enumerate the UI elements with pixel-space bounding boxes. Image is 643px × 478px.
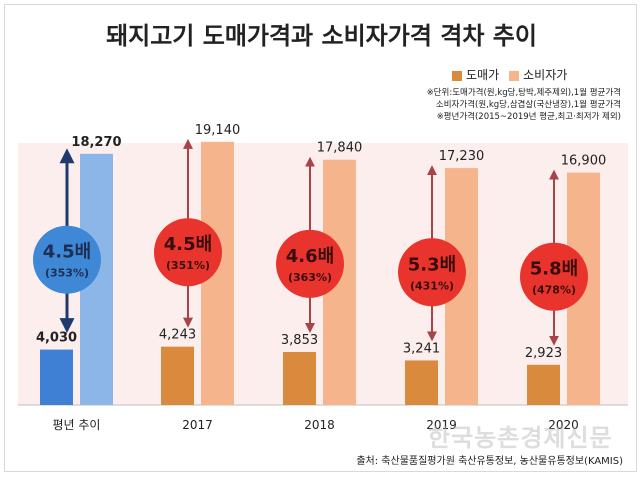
ratio-percent-label: (363%) bbox=[288, 271, 332, 284]
data-label-wholesale: 3,241 bbox=[403, 341, 440, 356]
bar-wholesale bbox=[40, 349, 73, 405]
legend-label-consumer: 소비자가 bbox=[523, 68, 568, 82]
note-line: 소비자가격(원,kg당,삼겹살(국산냉장),1월 평균가격 bbox=[435, 100, 621, 110]
legend-swatch-wholesale bbox=[452, 70, 462, 81]
ratio-times-label: 4.5배 bbox=[43, 242, 91, 263]
data-label-consumer: 17,840 bbox=[317, 141, 363, 156]
legend-swatch-consumer bbox=[509, 70, 520, 81]
ratio-percent-label: (478%) bbox=[532, 284, 576, 297]
ratio-circle bbox=[276, 229, 344, 298]
data-label-consumer: 17,230 bbox=[439, 149, 485, 164]
data-label-consumer: 16,900 bbox=[561, 154, 607, 169]
ratio-circle bbox=[154, 218, 222, 287]
ratio-percent-label: (353%) bbox=[45, 267, 89, 280]
legend-item-consumer: 소비자가 bbox=[509, 66, 567, 83]
watermark: 한국농촌경제신문 bbox=[428, 424, 613, 452]
data-label-wholesale: 3,853 bbox=[281, 333, 318, 348]
chart-legend: 도매가 소비자가 bbox=[452, 66, 567, 83]
data-label-consumer: 18,270 bbox=[71, 135, 121, 150]
legend-item-wholesale: 도매가 bbox=[452, 66, 499, 83]
ratio-percent-label: (431%) bbox=[410, 279, 454, 292]
x-tick-label: 2018 bbox=[304, 418, 335, 432]
data-label-consumer: 19,140 bbox=[195, 123, 241, 138]
ratio-times-label: 5.8배 bbox=[530, 259, 578, 280]
note-line: ※평년가격(2015~2019년 평균,최고·최저가 제외) bbox=[436, 112, 621, 122]
bar-wholesale bbox=[161, 346, 194, 405]
ratio-times-label: 5.3배 bbox=[408, 254, 456, 275]
ratio-times-label: 4.5배 bbox=[164, 234, 212, 255]
legend-label-wholesale: 도매가 bbox=[466, 68, 500, 82]
x-tick-label: 2017 bbox=[182, 418, 213, 432]
source-note: 출처: 축산물품질평가원 축산유통정보, 농산물유통정보(KAMIS) bbox=[356, 456, 623, 467]
data-label-wholesale: 2,923 bbox=[525, 346, 562, 361]
note-line: ※단위:도매가격(원,kg당,탕박,제주제외),1월 평균가격 bbox=[426, 88, 621, 98]
ratio-percent-label: (351%) bbox=[166, 259, 210, 272]
ratio-circle bbox=[520, 242, 588, 311]
chart-title: 돼지고기 도매가격과 소비자가격 격차 추이 bbox=[106, 22, 537, 50]
ratio-circle bbox=[33, 225, 101, 294]
chart-frame bbox=[4, 4, 637, 472]
data-label-wholesale: 4,243 bbox=[159, 328, 196, 343]
data-label-wholesale: 4,030 bbox=[36, 331, 77, 346]
x-tick-label: 2020 bbox=[548, 418, 579, 432]
bar-wholesale bbox=[405, 360, 438, 405]
ratio-circle bbox=[398, 238, 466, 307]
unit-notes: ※단위:도매가격(원,kg당,탕박,제주제외),1월 평균가격 소비자가격(원,… bbox=[427, 87, 621, 123]
bar-wholesale bbox=[527, 364, 560, 405]
bar-wholesale bbox=[283, 352, 316, 405]
x-tick-label: 2019 bbox=[426, 418, 457, 432]
x-tick-label: 평년 추이 bbox=[53, 418, 101, 432]
ratio-times-label: 4.6배 bbox=[286, 246, 334, 267]
